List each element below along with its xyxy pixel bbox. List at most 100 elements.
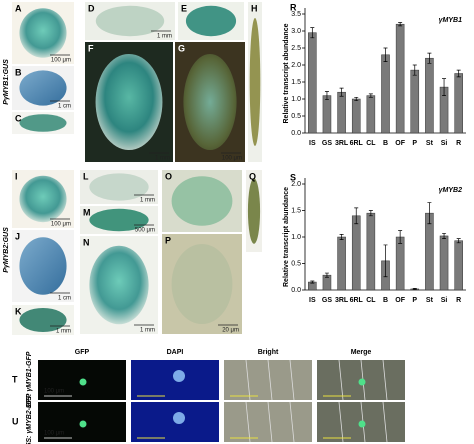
cell-wall — [267, 359, 273, 401]
x-tick-label: St — [426, 140, 434, 147]
bar — [454, 240, 463, 291]
x-tick-label: OF — [395, 140, 405, 147]
row-label: PγMYB2:GUS — [3, 227, 10, 273]
chart-title: γMYB1 — [439, 17, 462, 24]
panel-letter: Q — [249, 171, 256, 181]
y-tick-label: 0.5 — [291, 113, 301, 120]
panel-letter: I — [15, 171, 18, 181]
bar — [395, 236, 405, 291]
panel-letter: B — [15, 67, 22, 77]
x-tick-label: GS — [322, 140, 332, 147]
bar — [439, 235, 449, 291]
error-bar — [412, 64, 417, 76]
error-bar — [412, 288, 417, 290]
chart-title: γMYB2 — [439, 187, 462, 194]
specimen — [95, 5, 165, 37]
x-tick-label: OF — [395, 297, 405, 304]
x-tick-label: P — [412, 297, 417, 304]
y-tick-label: 0.0 — [291, 287, 301, 294]
error-bar — [398, 230, 403, 244]
x-tick-label: CL — [366, 140, 376, 147]
panel-letter: C — [15, 113, 22, 123]
column-header: Merge — [351, 349, 372, 356]
specimen — [247, 178, 261, 244]
error-bar — [339, 87, 344, 97]
x-tick-label: IS — [309, 140, 316, 147]
x-tick-label: 3RL — [335, 297, 349, 304]
bar — [366, 212, 376, 291]
specimen — [185, 5, 237, 37]
y-tick-label: 2.0 — [291, 181, 301, 188]
scale-label: 1 mm — [157, 34, 172, 40]
column-header: Bright — [258, 349, 279, 356]
panel-letter: T — [12, 374, 18, 384]
panel-letter: F — [88, 43, 94, 53]
panel-letter: P — [165, 235, 171, 245]
scale-label: 1 mm — [140, 198, 155, 204]
error-bar — [456, 69, 461, 78]
scale-label: 1 mm — [56, 329, 71, 335]
y-axis-label: Relative transcript abundance — [283, 23, 290, 123]
error-bar — [354, 207, 359, 225]
y-tick-label: 2.5 — [291, 45, 301, 52]
panel-letter: H — [251, 3, 258, 13]
error-bar — [442, 78, 447, 96]
error-bar — [339, 234, 344, 240]
y-tick-label: 3.0 — [291, 28, 301, 35]
error-bar — [398, 22, 403, 27]
panel-letter: J — [15, 231, 20, 241]
panel-letter: D — [88, 3, 95, 13]
scale-label: 500 μm — [135, 228, 155, 234]
cell-wall — [289, 401, 295, 443]
gfp-signal — [79, 378, 87, 386]
y-tick-label: 2.0 — [291, 62, 301, 69]
error-bar — [324, 91, 329, 101]
cell-wall — [382, 401, 388, 443]
bar — [381, 54, 390, 134]
x-tick-label: 6RL — [350, 297, 364, 304]
bar — [410, 69, 420, 134]
error-bar — [383, 47, 388, 62]
error-bar — [310, 27, 315, 39]
y-tick-label: 0.5 — [291, 260, 301, 267]
specimen — [89, 245, 149, 325]
bar — [454, 73, 463, 134]
x-tick-label: R — [456, 140, 461, 147]
nucleus — [173, 412, 185, 424]
panel-letter: U — [12, 416, 19, 426]
micrograph — [224, 402, 312, 442]
specimen — [89, 208, 149, 232]
bar — [351, 98, 361, 134]
specimen — [19, 8, 67, 58]
specimen — [19, 114, 67, 132]
scale-label: 20 μm — [222, 328, 239, 334]
panel-letter: A — [15, 3, 22, 13]
bar — [337, 236, 346, 291]
y-tick-label: 1.5 — [291, 207, 301, 214]
bar — [425, 57, 434, 134]
bar — [322, 95, 332, 134]
error-bar — [354, 96, 359, 102]
y-tick-label: 3.5 — [291, 11, 301, 18]
x-tick-label: St — [426, 297, 434, 304]
x-tick-label: 3RL — [335, 140, 349, 147]
error-bar — [368, 210, 373, 217]
y-axis-label: Relative transcript abundance — [283, 187, 290, 287]
x-tick-label: B — [383, 140, 388, 147]
panel-letter: M — [83, 207, 91, 217]
error-bar — [442, 232, 447, 239]
micrograph — [224, 360, 312, 400]
cell-wall — [338, 401, 344, 443]
cell-wall — [338, 359, 344, 401]
panel-letter: G — [178, 43, 185, 53]
bar — [351, 215, 361, 291]
row-label: PγMYB1:GUS — [3, 59, 10, 105]
scale-label: 1 mm — [140, 328, 155, 334]
error-bar — [427, 202, 432, 225]
x-tick-label: Si — [441, 140, 448, 147]
scale-label: 1 cm — [58, 104, 71, 110]
bar — [366, 95, 376, 134]
cell-wall — [245, 359, 251, 401]
scale-label: 100 μm — [44, 431, 64, 437]
